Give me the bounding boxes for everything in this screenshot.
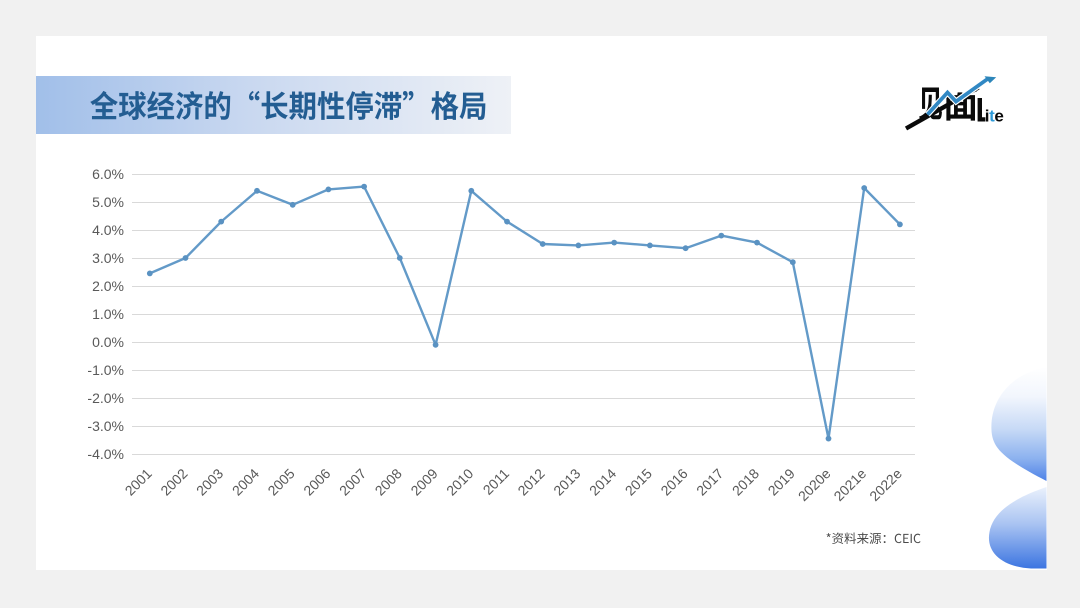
svg-text:2012: 2012 <box>514 465 547 498</box>
svg-text:2016: 2016 <box>657 465 690 498</box>
svg-text:2021e: 2021e <box>830 465 869 504</box>
svg-text:1.0%: 1.0% <box>92 306 124 322</box>
svg-text:2011: 2011 <box>480 465 513 498</box>
svg-text:2008: 2008 <box>372 465 405 498</box>
svg-text:2004: 2004 <box>229 465 262 498</box>
svg-text:2003: 2003 <box>193 465 226 498</box>
svg-text:0.0%: 0.0% <box>92 334 124 350</box>
svg-text:5.0%: 5.0% <box>92 194 124 210</box>
svg-text:2007: 2007 <box>336 465 369 498</box>
svg-text:ite: ite <box>985 107 1004 126</box>
svg-text:-1.0%: -1.0% <box>87 362 124 378</box>
svg-text:2015: 2015 <box>622 465 655 498</box>
svg-text:2018: 2018 <box>729 465 762 498</box>
svg-text:2009: 2009 <box>407 465 440 498</box>
svg-text:2014: 2014 <box>586 465 619 498</box>
svg-text:2020e: 2020e <box>795 465 834 504</box>
svg-text:2001: 2001 <box>122 465 155 498</box>
svg-text:6.0%: 6.0% <box>92 166 124 182</box>
svg-text:2019: 2019 <box>765 465 798 498</box>
svg-text:2017: 2017 <box>693 465 726 498</box>
svg-text:2002: 2002 <box>157 465 190 498</box>
svg-text:3.0%: 3.0% <box>92 250 124 266</box>
svg-text:2005: 2005 <box>264 465 297 498</box>
svg-text:2013: 2013 <box>550 465 583 498</box>
svg-text:-2.0%: -2.0% <box>87 390 124 406</box>
svg-text:2022e: 2022e <box>866 465 905 504</box>
svg-text:-4.0%: -4.0% <box>87 446 124 462</box>
svg-text:4.0%: 4.0% <box>92 222 124 238</box>
svg-text:2006: 2006 <box>300 465 333 498</box>
svg-text:2010: 2010 <box>443 465 476 498</box>
svg-text:2.0%: 2.0% <box>92 278 124 294</box>
svg-text:-3.0%: -3.0% <box>87 418 124 434</box>
